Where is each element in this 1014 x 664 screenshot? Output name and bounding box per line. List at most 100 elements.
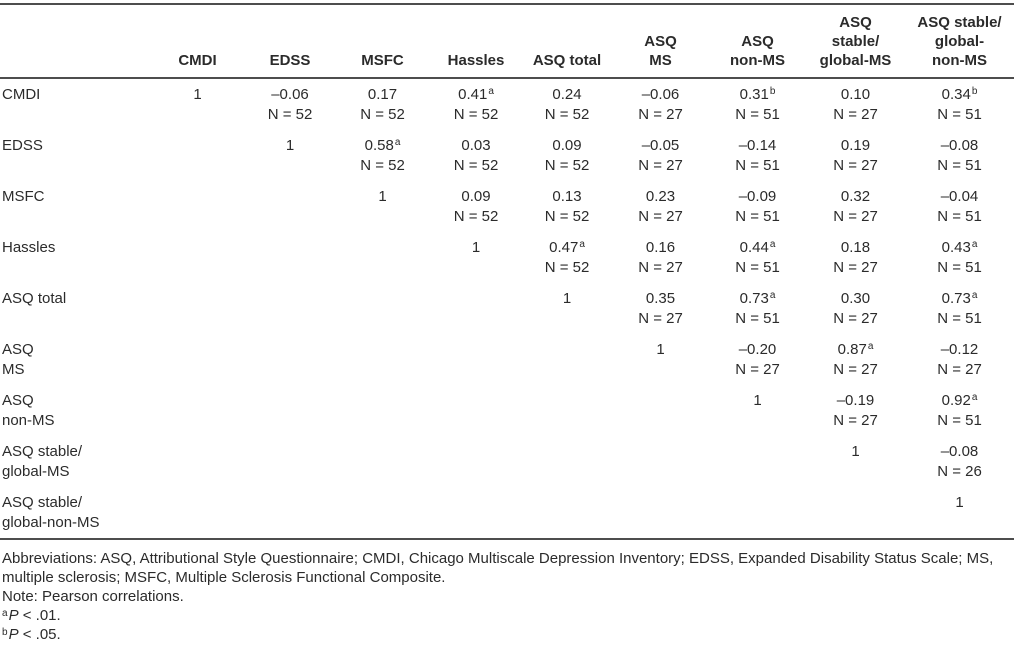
row-label: MSFC	[0, 181, 150, 232]
table-cell	[245, 232, 335, 283]
correlation-value: 0.23	[612, 187, 709, 207]
table-cell	[430, 385, 522, 436]
correlation-value: 0.31b	[709, 85, 806, 105]
table-cell: 0.32 N = 27	[806, 181, 905, 232]
table-cell: –0.14 N = 51	[709, 130, 806, 181]
sample-size: N = 27	[833, 208, 878, 225]
correlation-value: 0.43a	[905, 238, 1014, 258]
table-footnotes: Abbreviations: ASQ, Attributional Style …	[0, 549, 1014, 644]
column-header-line: global-	[934, 33, 985, 50]
correlation-number: –0.05	[641, 137, 680, 154]
correlation-value: 1	[335, 187, 430, 207]
row-label-line: non-MS	[2, 412, 55, 429]
sample-size: N = 51	[735, 310, 780, 327]
correlation-value: 1	[522, 289, 612, 309]
correlation-number: 0.16	[645, 239, 676, 256]
row-label: ASQ stable/global-non-MS	[0, 487, 150, 539]
table-cell	[430, 436, 522, 487]
column-header-line: ASQ	[644, 33, 677, 50]
table-cell: –0.20 N = 27	[709, 334, 806, 385]
sample-size: N = 52	[544, 259, 590, 276]
correlation-number: 0.58	[364, 137, 394, 154]
table-row: ASQ stable/global-non-MS 1	[0, 487, 1014, 539]
correlation-number: –0.08	[940, 443, 979, 460]
column-header-line: stable/	[831, 33, 880, 50]
table-cell	[150, 487, 245, 539]
table-cell: –0.08 N = 26	[905, 436, 1014, 487]
sample-size: N = 27	[638, 259, 683, 276]
correlation-value: 0.16	[612, 238, 709, 258]
pearson-note: Note: Pearson correlations.	[2, 588, 184, 605]
table-cell	[709, 487, 806, 539]
significance-marker: a	[971, 392, 978, 403]
correlation-value: 0.32	[806, 187, 905, 207]
correlation-number: 0.34	[941, 86, 971, 103]
row-label-line: Hassles	[2, 239, 56, 256]
column-header: ASQ MS	[612, 4, 709, 78]
correlation-table: CMDI EDSS MSFC Hassles ASQ total ASQ MS ASQ non-…	[0, 3, 1014, 540]
correlation-value: 1	[709, 391, 806, 411]
footnote-a-p-symbol: P	[8, 607, 19, 624]
table-header: CMDI EDSS MSFC Hassles ASQ total ASQ MS ASQ non-…	[0, 4, 1014, 78]
table-cell	[245, 436, 335, 487]
sample-size: N = 51	[937, 106, 982, 123]
correlation-number: 0.87	[837, 341, 867, 358]
table-cell	[150, 436, 245, 487]
table-cell	[335, 487, 430, 539]
table-cell: 1	[709, 385, 806, 436]
footnote-b: bP < .05.	[2, 625, 1014, 644]
row-label-line: ASQ total	[2, 290, 67, 307]
correlation-number: 0.73	[739, 290, 769, 307]
paper-table-page: CMDI EDSS MSFC Hassles ASQ total ASQ MS ASQ non-…	[0, 3, 1014, 644]
column-header-line: EDSS	[269, 52, 311, 69]
table-cell	[245, 181, 335, 232]
correlation-value: 0.19	[806, 136, 905, 156]
correlation-value: 1	[612, 340, 709, 360]
sample-size: N = 52	[360, 157, 405, 174]
correlation-value: 0.47a	[522, 238, 612, 258]
correlation-value: –0.20	[709, 340, 806, 360]
correlation-value: 0.13	[522, 187, 612, 207]
sample-size: N = 51	[735, 106, 780, 123]
correlation-number: 0.24	[552, 86, 582, 103]
table-cell	[335, 385, 430, 436]
table-cell: 0.34b N = 51	[905, 78, 1014, 130]
correlation-number: 1	[471, 239, 481, 256]
table-row: EDSS 1 0.58a N = 52 0.03 N = 52 0.09 N = 52 –0.0…	[0, 130, 1014, 181]
correlation-number: 1	[851, 443, 860, 460]
correlation-number: –0.19	[836, 392, 875, 409]
correlation-value: –0.08	[905, 442, 1014, 462]
table-cell	[430, 487, 522, 539]
correlation-number: –0.06	[271, 86, 309, 103]
sample-size: N = 27	[833, 412, 878, 429]
row-label-line: global-MS	[2, 463, 70, 480]
correlation-value: –0.04	[905, 187, 1014, 207]
correlation-number: –0.12	[940, 341, 979, 358]
correlation-value: 0.03	[430, 136, 522, 156]
row-label-line: global-non-MS	[2, 514, 100, 531]
correlation-value: 0.10	[806, 85, 905, 105]
table-cell: 0.31b N = 51	[709, 78, 806, 130]
correlation-value: 0.30	[806, 289, 905, 309]
footnote-a-marker: a	[2, 608, 8, 619]
significance-marker: a	[971, 290, 978, 301]
table-row: ASQ non-MS 1 –0.19 N = 27 0.92a N = 51	[0, 385, 1014, 436]
column-header-line: MSFC	[361, 52, 404, 69]
sample-size: N = 51	[937, 259, 982, 276]
row-label: Hassles	[0, 232, 150, 283]
table-cell: 0.17 N = 52	[335, 78, 430, 130]
correlation-value: –0.14	[709, 136, 806, 156]
table-cell: –0.06 N = 52	[245, 78, 335, 130]
footnote-b-threshold: < .05.	[18, 626, 61, 643]
row-label: EDSS	[0, 130, 150, 181]
table-cell: 1	[612, 334, 709, 385]
column-header-line: MS	[649, 52, 672, 69]
correlation-value: 0.44a	[709, 238, 806, 258]
table-cell: 0.24 N = 52	[522, 78, 612, 130]
correlation-number: 0.31	[739, 86, 769, 103]
table-cell: 0.87a N = 27	[806, 334, 905, 385]
table-cell: 0.73a N = 51	[905, 283, 1014, 334]
sample-size: N = 27	[638, 157, 683, 174]
sample-size: N = 51	[937, 412, 982, 429]
correlation-number: 0.18	[840, 239, 871, 256]
